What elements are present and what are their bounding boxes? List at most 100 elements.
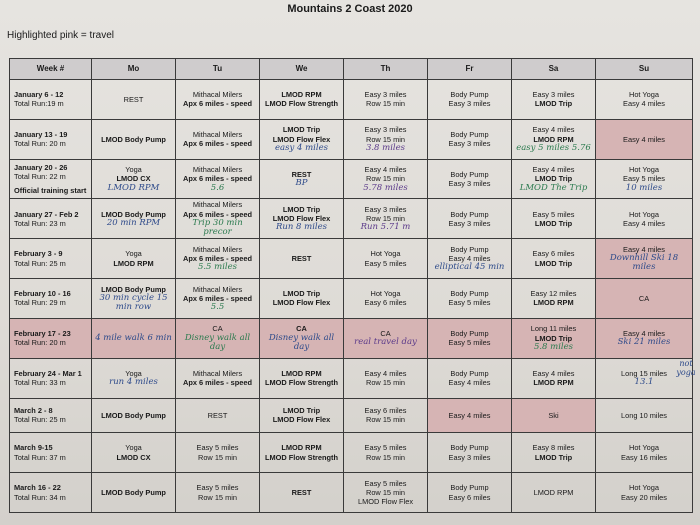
table-row: March 9-15 Total Run: 37 m Yoga LMOD CX Easy… <box>9 432 693 474</box>
total-run: Total Run: 29 m <box>14 298 66 308</box>
workout-line: LMOD Flow Flex <box>272 214 331 224</box>
workout-line: Body Pump <box>450 368 489 378</box>
week-note: Official training start <box>14 185 87 195</box>
handwritten-note: BP <box>295 177 308 188</box>
workout-line: Body Pump <box>450 209 489 219</box>
workout-line: Row 15 min <box>197 452 238 462</box>
workout-line: Body Pump <box>450 169 489 179</box>
workout-line: Easy 3 miles <box>532 90 575 100</box>
workout-line: Body Pump <box>450 90 489 100</box>
day-cell-su: Hot Yoga Easy 20 miles <box>595 472 693 513</box>
workout-line: REST <box>207 410 228 420</box>
day-cell-we: CA Disney walk all day <box>259 317 344 359</box>
handwritten-note: easy 4 miles <box>275 142 328 153</box>
handwritten-note: 20 min RPM <box>106 217 161 228</box>
day-cell-su: Long 15 miles 13.1 <box>595 357 693 399</box>
table-row: January 6 - 12 Total Run:19 m REST Mithacal… <box>9 79 693 120</box>
workout-line: Row 15 min <box>365 99 406 109</box>
handwritten-note: 5.5 <box>210 302 225 313</box>
margin-note: not yoga <box>676 359 696 377</box>
workout-line: Easy 4 miles <box>364 368 407 378</box>
week-cell: March 16 - 22 Total Run: 34 m <box>9 472 92 513</box>
workout-line: Body Pump <box>450 483 489 493</box>
workout-line: LMOD Trip <box>534 99 573 109</box>
workout-line: Easy 6 miles <box>532 249 575 259</box>
workout-line: LMOD Body Pump <box>101 487 166 497</box>
workout-line: LMOD Flow Flex <box>272 298 331 308</box>
handwritten-note: easy 5 miles 5.76 <box>516 142 591 153</box>
week-range: March 2 - 8 <box>14 406 53 416</box>
workout-line: Easy 4 miles <box>364 165 407 175</box>
workout-line: LMOD Flow Flex <box>272 134 331 144</box>
day-cell-sa: Easy 5 miles LMOD Trip <box>511 198 596 240</box>
handwritten-note: Trip 30 min precor <box>192 217 243 238</box>
day-cell-su: Hot Yoga Easy 4 miles <box>595 79 693 120</box>
day-cell-tu: REST <box>175 397 260 434</box>
day-cell-sa: Ski <box>511 397 596 434</box>
handwritten-note: Run 8 miles <box>275 222 328 233</box>
workout-line: Easy 5 miles <box>448 298 491 308</box>
workout-line: Long 10 miles <box>620 410 667 420</box>
workout-line: Easy 12 miles <box>530 289 577 299</box>
column-header: We <box>259 58 344 80</box>
table-row: March 2 - 8 Total Run: 25 m LMOD Body Pump… <box>9 397 693 434</box>
handwritten-note: 30 min cycle 15 min row <box>99 292 168 313</box>
day-cell-su: Easy 4 miles <box>595 118 693 160</box>
day-cell-mo: LMOD Body Pump <box>91 397 176 434</box>
day-cell-fr: Body Pump Easy 3 miles <box>427 118 512 160</box>
workout-line: Hot Yoga <box>628 209 659 219</box>
week-range: March 16 - 22 <box>14 483 61 493</box>
workout-line: Easy 4 miles <box>623 218 665 228</box>
workout-line: Hot Yoga <box>628 443 659 453</box>
workout-line: Hot Yoga <box>628 90 659 100</box>
workout-line: LMOD RPM <box>281 90 322 100</box>
day-cell-su: Easy 4 miles Downhill Ski 18 miles <box>595 238 693 280</box>
day-cell-mo: Yoga run 4 miles <box>91 357 176 399</box>
workout-line: Easy 5 miles <box>196 483 239 493</box>
handwritten-note: 10 miles <box>625 182 663 193</box>
workout-line: Mithacal Milers <box>192 165 243 175</box>
day-cell-mo: LMOD Body Pump 30 min cycle 15 min row <box>91 278 176 319</box>
workout-line: REST <box>291 254 312 264</box>
workout-line: Apx 6 miles - speed <box>182 139 252 149</box>
day-cell-tu: Mithacal Milers Apx 6 miles - speed <box>175 357 260 399</box>
column-header: Tu <box>175 58 260 80</box>
total-run: Total Run: 37 m <box>14 452 66 462</box>
workout-line: Yoga <box>125 368 142 378</box>
workout-line: Easy 4 miles <box>623 134 665 144</box>
workout-line: LMOD RPM <box>533 298 574 308</box>
week-cell: January 27 - Feb 2 Total Run: 23 m <box>9 198 92 240</box>
workout-line: Body Pump <box>450 129 489 139</box>
day-cell-fr: Body Pump Easy 5 miles <box>427 317 512 359</box>
day-cell-th: Easy 3 miles Row 15 min Run 5.71 m <box>343 198 428 240</box>
workout-line: Easy 5 miles <box>364 258 407 268</box>
day-cell-mo: Yoga LMOD RPM <box>91 238 176 280</box>
workout-line: LMOD Flow Strength <box>264 99 339 109</box>
handwritten-note: 5.5 miles <box>197 262 238 273</box>
table-row: February 10 - 16 Total Run: 29 m LMOD Body… <box>9 278 693 319</box>
workout-line: Easy 3 miles <box>364 204 407 214</box>
handwritten-note: Run 5.71 m <box>360 222 411 233</box>
day-cell-sa: Easy 4 miles LMOD RPM <box>511 357 596 399</box>
week-cell: February 24 - Mar 1 Total Run: 33 m <box>9 357 92 399</box>
workout-line: Easy 3 miles <box>448 218 491 228</box>
table-row: March 16 - 22 Total Run: 34 m LMOD Body Pu… <box>9 472 693 513</box>
day-cell-sa: Easy 6 miles LMOD Trip <box>511 238 596 280</box>
workout-line: Row 15 min <box>197 492 238 502</box>
workout-line: LMOD Flow Flex <box>357 497 414 507</box>
workout-line: Row 15 min <box>365 214 406 224</box>
workout-line: Easy 3 miles <box>448 139 491 149</box>
workout-line: CA <box>212 324 223 334</box>
handwritten-note: LMOD The Trip <box>519 182 588 193</box>
workout-line: LMOD Flow Strength <box>264 452 339 462</box>
workout-line: LMOD Trip <box>282 289 321 299</box>
handwritten-note: 5.6 <box>210 182 225 193</box>
day-cell-fr: Easy 4 miles <box>427 397 512 434</box>
day-cell-th: Easy 6 miles Row 15 min <box>343 397 428 434</box>
week-cell: January 20 - 26 Total Run: 22 m Official t… <box>9 158 92 200</box>
workout-line: Apx 6 miles - speed <box>182 253 252 263</box>
day-cell-su: Easy 4 miles Ski 21 miles <box>595 317 693 359</box>
day-cell-fr: Body Pump Easy 3 miles <box>427 198 512 240</box>
day-cell-th: Hot Yoga Easy 5 miles <box>343 238 428 280</box>
